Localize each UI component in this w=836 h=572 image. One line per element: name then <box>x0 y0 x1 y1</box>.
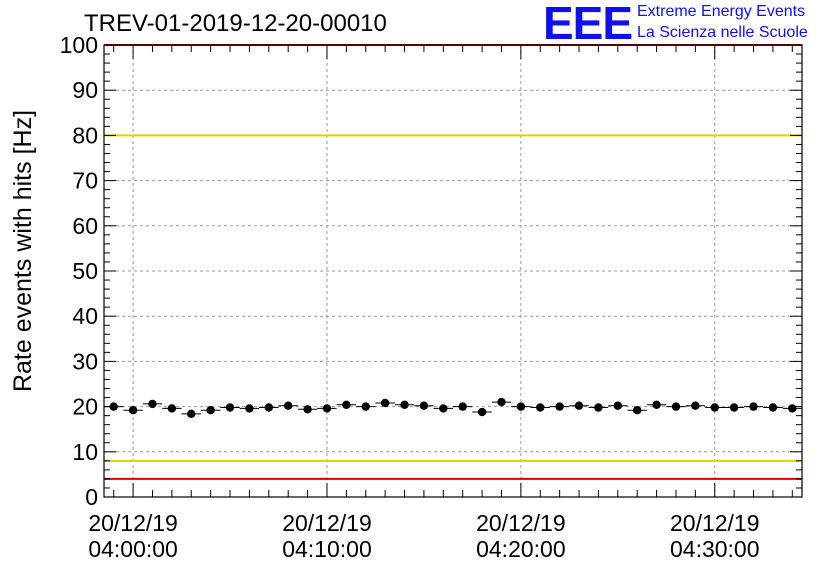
data-point <box>225 403 235 412</box>
data-point <box>419 401 429 410</box>
data-point <box>283 401 293 410</box>
x-tick-time: 04:10:00 <box>282 536 372 562</box>
data-point <box>167 404 177 413</box>
data-point <box>710 403 719 412</box>
x-tick-time: 04:20:00 <box>476 536 566 562</box>
grid-layer <box>104 45 802 497</box>
data-point <box>497 397 506 407</box>
data-point <box>536 403 545 412</box>
x-tick-date: 20/12/19 <box>670 510 760 536</box>
y-tick-label: 40 <box>72 303 98 329</box>
y-tick-label: 10 <box>72 439 98 465</box>
chart-title: TREV-01-2019-12-20-00010 <box>84 10 387 37</box>
data-point <box>187 409 196 419</box>
data-point <box>206 406 215 415</box>
data-point <box>245 404 254 413</box>
y-tick-label: 50 <box>72 258 98 284</box>
data-series <box>104 397 802 419</box>
y-tick-label: 70 <box>72 168 98 194</box>
data-point <box>729 403 739 412</box>
data-point <box>264 403 274 412</box>
data-point <box>400 400 409 409</box>
y-tick-label: 30 <box>72 348 98 374</box>
data-point <box>671 402 681 411</box>
x-tick-time: 04:30:00 <box>670 536 760 562</box>
y-tick-label: 0 <box>85 484 98 510</box>
data-point <box>749 402 758 411</box>
y-tick-label: 60 <box>72 213 98 239</box>
x-tick-date: 20/12/19 <box>282 510 372 536</box>
data-point <box>613 401 623 410</box>
data-point <box>380 398 390 408</box>
data-point <box>632 406 642 415</box>
eee-logo: EEE <box>543 0 633 49</box>
data-point <box>439 404 448 413</box>
y-axis-title: Rate events with hits [Hz] <box>9 110 37 392</box>
data-point <box>516 402 526 411</box>
x-tick-date: 20/12/19 <box>88 510 178 536</box>
data-point <box>691 401 700 410</box>
data-point <box>361 402 370 411</box>
data-point <box>128 406 138 415</box>
data-point <box>768 403 778 412</box>
data-point <box>574 401 584 410</box>
y-tick-label: 90 <box>72 77 98 103</box>
y-tick-label: 100 <box>60 32 98 58</box>
axis-labels: 010203040506070809010020/12/1904:00:0020… <box>9 32 760 562</box>
data-point <box>652 400 661 409</box>
data-point <box>788 404 797 413</box>
y-tick-label: 20 <box>72 394 98 420</box>
axis-ticks <box>104 44 802 498</box>
data-point <box>303 405 312 414</box>
x-tick-date: 20/12/19 <box>476 510 566 536</box>
data-point <box>477 407 487 417</box>
data-point <box>594 403 603 412</box>
data-point <box>148 399 157 409</box>
data-point <box>322 404 332 413</box>
data-point <box>342 400 351 409</box>
logo-line-1: Extreme Energy Events <box>637 3 806 20</box>
logo-line-2: La Scienza nelle Scuole <box>637 24 808 41</box>
data-point <box>555 402 564 411</box>
x-tick-time: 04:00:00 <box>88 536 178 562</box>
y-tick-label: 80 <box>72 122 98 148</box>
data-point <box>458 402 467 411</box>
